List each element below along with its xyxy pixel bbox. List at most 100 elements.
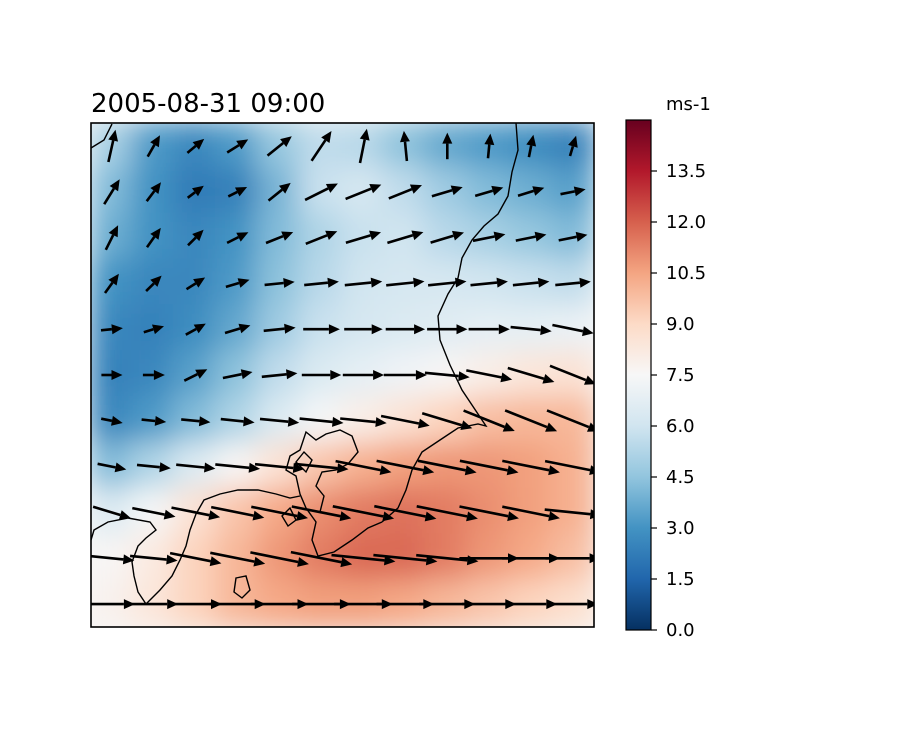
coastline-bay — [91, 489, 301, 606]
wind-arrow-head — [339, 511, 352, 522]
wind-arrow — [558, 231, 588, 242]
wind-arrow-shaft — [344, 281, 372, 287]
wind-arrow-head — [193, 277, 206, 288]
wind-arrow-head — [192, 138, 205, 150]
wind-arrow-head — [568, 135, 578, 148]
wind-arrow-shaft — [502, 459, 550, 472]
wind-arrow-head — [584, 375, 594, 385]
wind-arrow-shaft — [265, 234, 284, 245]
wind-arrow-head — [281, 231, 294, 241]
wind-arrow-shaft — [215, 463, 250, 470]
wind-arrow-shaft — [107, 140, 115, 163]
wind-arrow — [176, 462, 216, 473]
wind-arrow-shaft — [345, 234, 371, 245]
wind-arrow-head — [287, 416, 300, 427]
wind-speed-field — [91, 123, 594, 627]
wind-arrow — [421, 412, 473, 430]
wind-arrow-head — [153, 370, 165, 380]
wind-arrow-head — [460, 420, 473, 430]
wind-arrow — [512, 277, 550, 288]
wind-arrow-head — [573, 186, 586, 197]
wind-arrow — [299, 416, 344, 427]
wind-arrow-shaft — [227, 190, 238, 198]
wind-arrow-head — [548, 511, 560, 521]
wind-arrow — [263, 323, 296, 334]
wind-arrow-head — [236, 139, 249, 150]
colorbar-tick-label: 7.5 — [666, 365, 695, 386]
wind-arrow-shaft — [261, 373, 287, 379]
wind-arrow-shaft — [345, 187, 372, 201]
wind-arrow-shaft — [527, 145, 533, 158]
field-cell — [91, 395, 135, 446]
wind-arrow-head — [150, 227, 161, 240]
wind-arrow-shaft — [145, 282, 155, 293]
wind-arrow-shaft — [103, 281, 114, 294]
wind-arrow-shaft — [427, 281, 456, 287]
wind-arrow — [224, 323, 251, 335]
wind-arrow-head — [337, 463, 349, 474]
wind-arrow — [145, 227, 161, 248]
wind-arrow — [136, 462, 171, 473]
wind-arrow-shaft — [305, 234, 328, 246]
wind-arrow-shaft — [100, 417, 113, 423]
wind-arrow-head — [359, 128, 370, 141]
wind-arrow-shaft — [299, 417, 333, 424]
wind-arrow — [517, 186, 545, 197]
wind-arrow-shaft — [97, 462, 116, 469]
plot-area — [91, 123, 594, 627]
wind-arrow — [544, 508, 594, 520]
wind-arrow-head — [450, 185, 463, 196]
wind-arrow — [468, 324, 510, 335]
wind-arrow-shaft — [136, 463, 160, 469]
wind-arrow — [185, 277, 206, 291]
colorbar-tick-label: 3.0 — [666, 518, 695, 539]
wind-arrow — [226, 232, 249, 245]
wind-arrow-shaft — [517, 189, 535, 197]
wind-arrow-head — [253, 556, 266, 567]
wind-arrow-shaft — [141, 418, 156, 423]
wind-arrow-head — [384, 555, 396, 566]
wind-arrow-shaft — [145, 190, 156, 202]
wind-arrow — [183, 369, 208, 382]
wind-arrow-shaft — [169, 551, 211, 563]
wind-arrow-head — [456, 324, 468, 335]
wind-arrow-shaft — [431, 189, 453, 198]
wind-arrow — [555, 277, 591, 288]
wind-arrow-shaft — [486, 144, 491, 159]
colorbar-ticks: 0.0 1.5 3.0 4.5 6.0 7.5 9.0 10.5 12.0 13.5 — [651, 161, 706, 641]
wind-arrow-head — [252, 510, 265, 521]
wind-arrow-head — [192, 229, 204, 242]
wind-arrow-head — [198, 416, 211, 427]
wind-arrow — [132, 506, 176, 520]
wind-arrow — [344, 324, 383, 335]
wind-arrow-head — [108, 129, 118, 142]
wind-arrow — [560, 186, 586, 197]
wind-arrow-head — [369, 230, 381, 241]
wind-arrow — [97, 462, 127, 473]
wind-arrow — [345, 184, 382, 201]
wind-arrow — [301, 370, 342, 380]
wind-arrow-head — [280, 136, 292, 147]
wind-arrow-head — [332, 416, 344, 427]
wind-arrow-shaft — [558, 235, 577, 242]
wind-arrow — [169, 551, 222, 567]
wind-arrow-shaft — [266, 141, 285, 157]
wind-arrow — [459, 505, 519, 522]
wind-arrow — [510, 325, 552, 336]
wind-arrow-head — [283, 278, 295, 288]
wind-arrow-head — [413, 277, 425, 288]
wind-arrow — [386, 277, 425, 288]
wind-arrow-head — [286, 369, 298, 380]
wind-arrow-shaft — [220, 417, 244, 423]
wind-arrow — [472, 231, 506, 243]
wind-arrow — [427, 324, 468, 335]
wind-arrow — [171, 506, 221, 521]
wind-arrow-head — [193, 323, 206, 334]
wind-arrow — [331, 553, 396, 566]
wind-arrow-head — [371, 324, 383, 335]
wind-arrow-shaft — [552, 323, 584, 333]
wind-arrow — [547, 599, 594, 610]
colorbar-tick-label: 12.0 — [666, 212, 706, 233]
wind-arrow-head — [163, 509, 176, 520]
